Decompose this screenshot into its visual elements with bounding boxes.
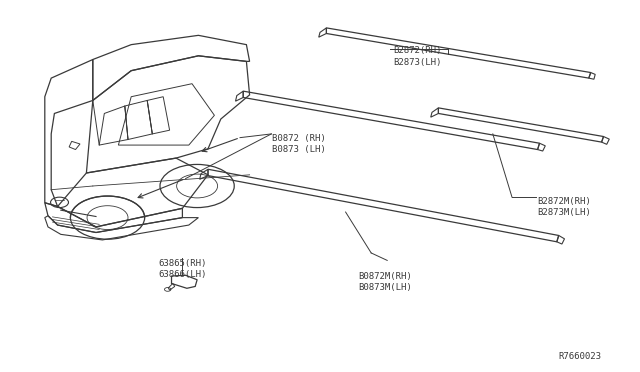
Text: B2872(RH)
B2873(LH): B2872(RH) B2873(LH) [394,46,442,67]
Text: R7660023: R7660023 [559,352,602,361]
Text: B0872M(RH)
B0873M(LH): B0872M(RH) B0873M(LH) [358,272,412,292]
Text: 63865(RH)
63866(LH): 63865(RH) 63866(LH) [159,259,207,279]
Text: B2872M(RH)
B2873M(LH): B2872M(RH) B2873M(LH) [538,197,591,217]
Text: B0872 (RH)
B0873 (LH): B0872 (RH) B0873 (LH) [272,134,326,154]
